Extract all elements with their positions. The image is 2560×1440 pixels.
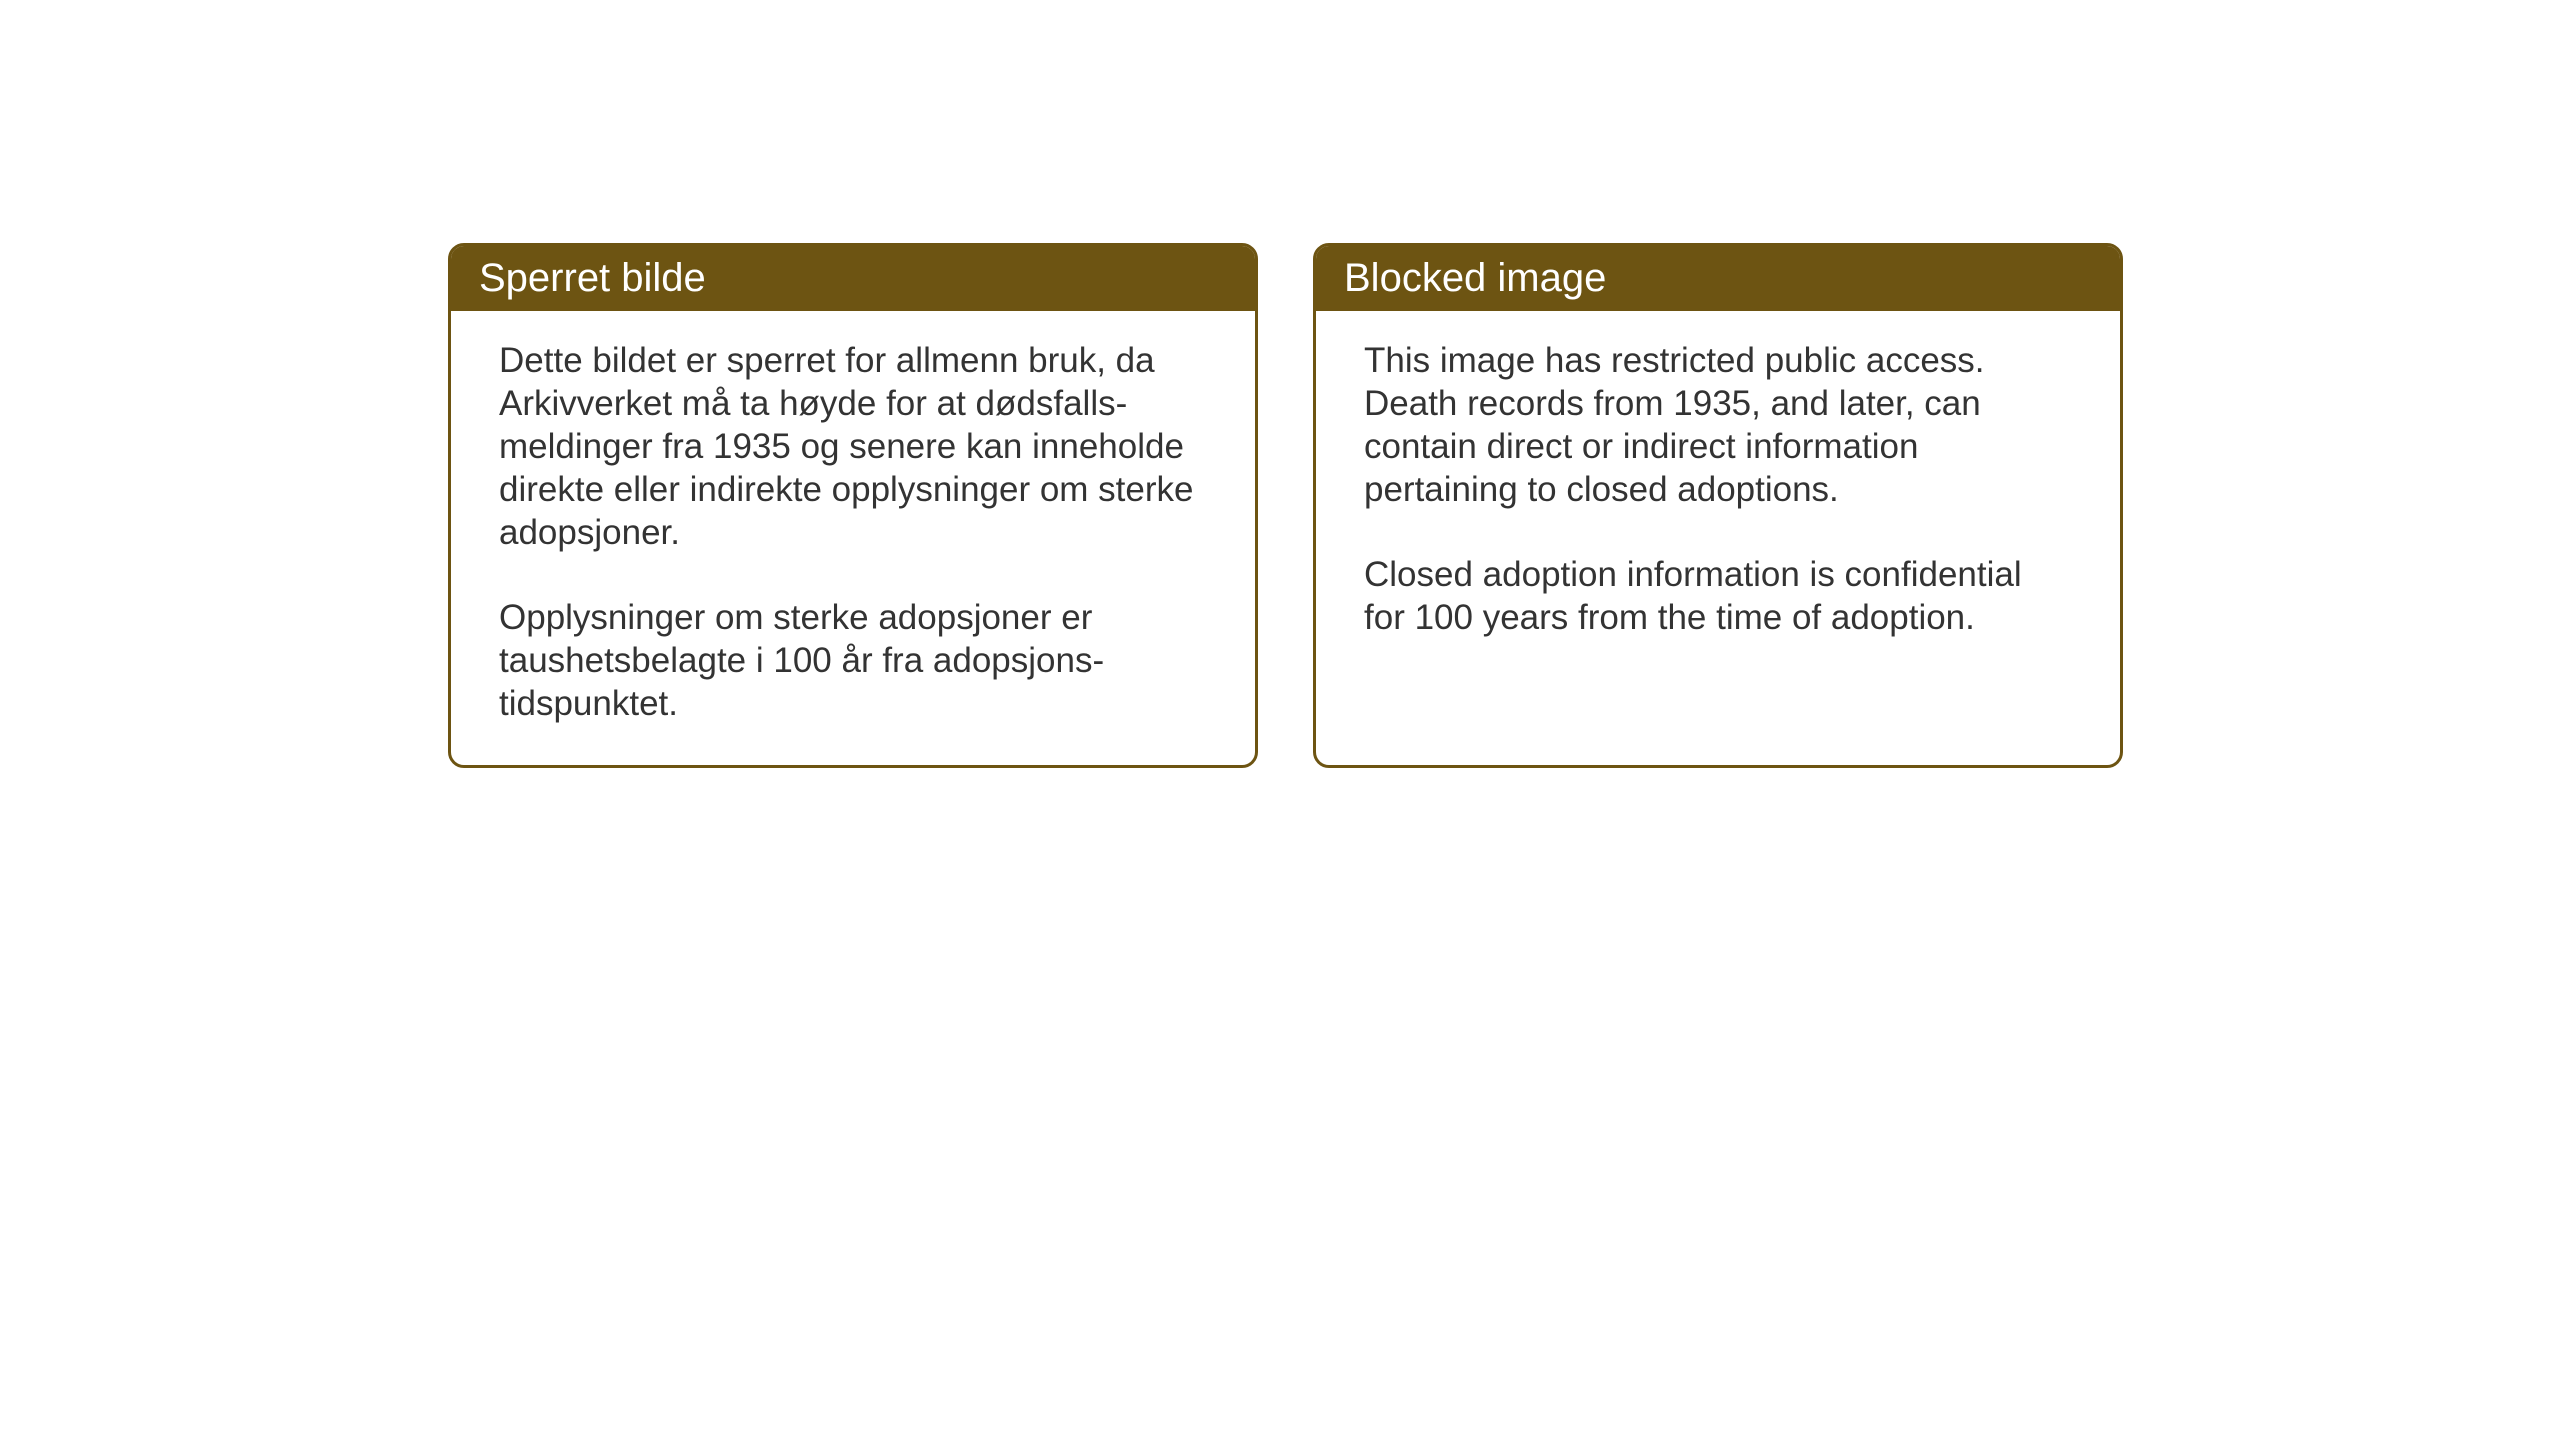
english-card-body: This image has restricted public access.… xyxy=(1316,311,2120,679)
norwegian-paragraph-1: Dette bildet er sperret for allmenn bruk… xyxy=(499,339,1207,554)
notice-container: Sperret bilde Dette bildet er sperret fo… xyxy=(448,243,2123,768)
norwegian-card-title: Sperret bilde xyxy=(451,246,1255,311)
english-paragraph-1: This image has restricted public access.… xyxy=(1364,339,2072,511)
english-notice-card: Blocked image This image has restricted … xyxy=(1313,243,2123,768)
english-card-title: Blocked image xyxy=(1316,246,2120,311)
norwegian-notice-card: Sperret bilde Dette bildet er sperret fo… xyxy=(448,243,1258,768)
norwegian-card-body: Dette bildet er sperret for allmenn bruk… xyxy=(451,311,1255,765)
english-paragraph-2: Closed adoption information is confident… xyxy=(1364,553,2072,639)
norwegian-paragraph-2: Opplysninger om sterke adopsjoner er tau… xyxy=(499,596,1207,725)
